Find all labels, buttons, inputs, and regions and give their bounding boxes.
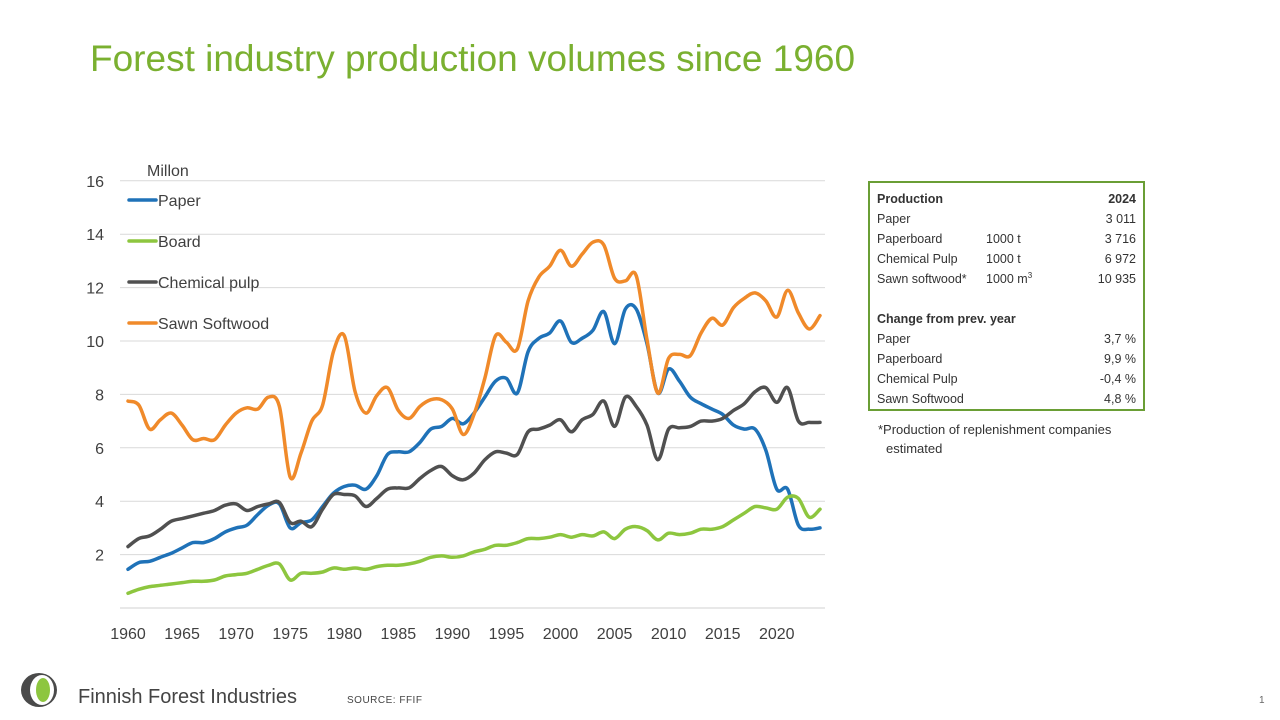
x-tick-label: 2015 [705, 626, 741, 643]
legend-label-board: Board [158, 234, 201, 251]
y-tick-label: 16 [86, 174, 104, 191]
footnote-line-2: estimated [886, 441, 943, 456]
chart-legend: Paper Board Chemical pulp Sawn Softwood [127, 193, 269, 333]
page-title: Forest industry production volumes since… [90, 38, 856, 79]
brand-name: Finnish Forest Industries [78, 686, 297, 708]
stats-header-year: 2024 [1108, 192, 1136, 206]
x-tick-label: 1975 [272, 626, 308, 643]
x-tick-label: 1995 [489, 626, 525, 643]
y-axis-label: Millon [147, 163, 189, 180]
legend-label-sawn-softwood: Sawn Softwood [158, 316, 269, 333]
production-row-paperboard: Paperboard 1000 t 3 716 [877, 232, 1136, 246]
production-table: Production 2024 Paper 3 011 Paperboard 1… [877, 189, 1136, 409]
x-tick-label: 2010 [651, 626, 687, 643]
change-header: Change from prev. year [877, 312, 1016, 326]
change-row-paper: Paper 3,7 % [877, 332, 1136, 346]
production-row-paper: Paper 3 011 [877, 212, 1136, 226]
x-tick-label: 2000 [543, 626, 579, 643]
y-tick-label: 12 [86, 281, 104, 298]
production-row-chemical-pulp: Chemical Pulp 1000 t 6 972 [877, 252, 1136, 266]
x-tick-label: 1970 [218, 626, 254, 643]
series-line-sawn-softwood [126, 238, 822, 481]
x-tick-label: 1965 [164, 626, 200, 643]
series-line-chemical-pulp [126, 385, 822, 549]
x-tick-label: 1980 [326, 626, 362, 643]
y-tick-label: 14 [86, 227, 104, 244]
y-tick-label: 6 [95, 441, 104, 458]
chart-series [126, 238, 822, 596]
legend-label-paper: Paper [158, 193, 201, 210]
change-row-chemical-pulp: Chemical Pulp -0,4 % [877, 372, 1136, 386]
production-stats-box: Production 2024 Paper 3 011 Paperboard 1… [868, 181, 1145, 411]
footnote-line-1: *Production of replenishment companies [878, 422, 1112, 437]
source-label: SOURCE: FFIF [347, 695, 423, 706]
y-axis-ticks: 2 4 6 8 10 12 14 16 [86, 174, 104, 565]
x-tick-label: 2020 [759, 626, 795, 643]
legend-label-chemical-pulp: Chemical pulp [158, 275, 259, 292]
x-axis-ticks: 1960 1965 1970 1975 1980 1985 1990 1995 2000 2005… [110, 626, 794, 643]
y-tick-label: 8 [95, 387, 104, 404]
change-row-sawn-softwood: Sawn Softwood 4,8 % [877, 392, 1136, 406]
change-header-row: Change from prev. year [877, 309, 1136, 329]
series-line-board [126, 494, 822, 596]
stats-header-row: Production 2024 [877, 189, 1136, 209]
x-tick-label: 2005 [597, 626, 633, 643]
x-tick-label: 1985 [381, 626, 417, 643]
production-row-sawn-softwood: Sawn softwood* 1000 m3 10 935 [877, 271, 1136, 287]
x-tick-label: 1990 [435, 626, 471, 643]
ffi-logo-icon [21, 673, 57, 707]
footnote: *Production of replenishment companies e… [878, 420, 1158, 458]
change-row-paperboard: Paperboard 9,9 % [877, 352, 1136, 366]
stats-header-label: Production [877, 192, 943, 206]
chart-gridlines [120, 180, 825, 609]
y-tick-label: 10 [86, 334, 104, 351]
y-tick-label: 4 [95, 494, 104, 511]
x-tick-label: 1960 [110, 626, 146, 643]
page-number: 1 [1259, 695, 1265, 706]
y-tick-label: 2 [95, 548, 104, 565]
